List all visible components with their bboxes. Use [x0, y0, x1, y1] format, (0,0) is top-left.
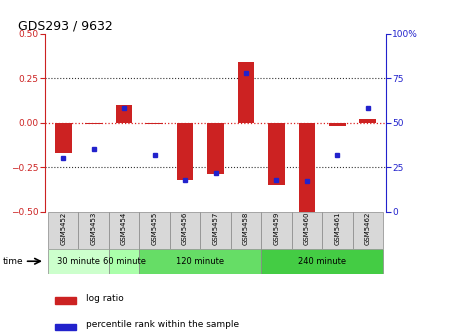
Bar	[292, 212, 322, 249]
Bar	[139, 212, 170, 249]
Bar	[176, 123, 194, 180]
Bar	[55, 324, 75, 330]
Text: GSM5454: GSM5454	[121, 212, 127, 245]
Bar	[109, 249, 139, 274]
Bar	[329, 123, 346, 126]
Bar	[360, 119, 376, 123]
Text: GSM5457: GSM5457	[212, 212, 219, 245]
Text: GSM5462: GSM5462	[365, 212, 371, 245]
Text: 240 minute: 240 minute	[298, 257, 346, 266]
Bar	[139, 249, 261, 274]
Bar	[299, 123, 315, 217]
Bar	[322, 212, 352, 249]
Text: GSM5456: GSM5456	[182, 212, 188, 245]
Bar	[48, 212, 79, 249]
Text: 120 minute: 120 minute	[176, 257, 224, 266]
Text: 30 minute: 30 minute	[57, 257, 100, 266]
Bar	[146, 123, 163, 124]
Text: GSM5458: GSM5458	[243, 212, 249, 245]
Bar	[261, 212, 292, 249]
Text: GSM5452: GSM5452	[60, 212, 66, 245]
Bar	[170, 212, 200, 249]
Bar	[116, 105, 132, 123]
Text: GSM5453: GSM5453	[91, 212, 97, 245]
Bar	[238, 62, 255, 123]
Bar	[55, 297, 75, 304]
Bar	[85, 123, 102, 124]
Bar	[207, 123, 224, 174]
Bar	[55, 123, 71, 153]
Text: GSM5459: GSM5459	[273, 212, 279, 245]
Bar	[231, 212, 261, 249]
Text: percentile rank within the sample: percentile rank within the sample	[86, 320, 239, 329]
Bar	[268, 123, 285, 185]
Text: GSM5461: GSM5461	[335, 212, 340, 245]
Bar	[200, 212, 231, 249]
Text: GSM5455: GSM5455	[152, 212, 158, 245]
Bar	[352, 212, 383, 249]
Text: 60 minute: 60 minute	[103, 257, 145, 266]
Text: GSM5460: GSM5460	[304, 212, 310, 245]
Text: GDS293 / 9632: GDS293 / 9632	[18, 19, 112, 33]
Bar	[48, 249, 109, 274]
Bar	[109, 212, 139, 249]
Text: log ratio: log ratio	[86, 294, 123, 303]
Bar	[79, 212, 109, 249]
Bar	[261, 249, 383, 274]
Text: time: time	[2, 257, 23, 266]
